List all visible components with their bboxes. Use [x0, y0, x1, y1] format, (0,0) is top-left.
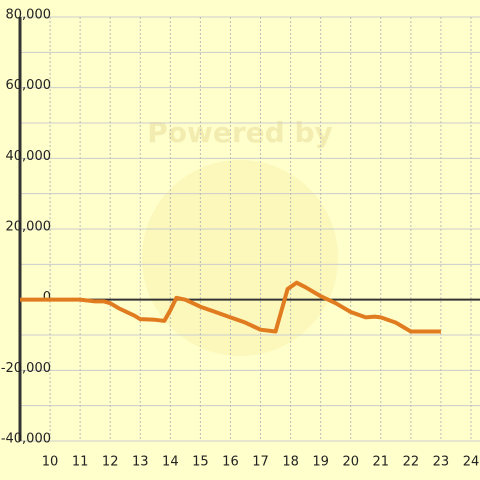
y-tick-label: 80,000 — [6, 8, 52, 23]
x-tick-label: 17 — [252, 455, 269, 470]
x-tick-label: 20 — [342, 455, 359, 470]
x-tick-label: 19 — [312, 455, 329, 470]
x-tick-label: 22 — [403, 455, 420, 470]
x-tick-label: 12 — [102, 455, 119, 470]
x-tick-label: 15 — [192, 455, 209, 470]
y-tick-label: -40,000 — [1, 432, 51, 447]
watermark-logo — [142, 160, 338, 356]
x-tick-label: 24 — [463, 455, 480, 470]
x-tick-label: 10 — [42, 455, 59, 470]
x-tick-label: 23 — [433, 455, 450, 470]
x-tick-label: 13 — [132, 455, 149, 470]
x-tick-label: 14 — [162, 455, 179, 470]
line-series — [20, 280, 441, 334]
y-tick-label: -20,000 — [1, 361, 51, 376]
x-tick-label: 11 — [72, 455, 89, 470]
x-tick-label: 18 — [282, 455, 299, 470]
y-tick-label: 40,000 — [6, 149, 52, 164]
y-tick-label: 20,000 — [6, 220, 52, 235]
y-tick-label: 60,000 — [6, 78, 52, 93]
x-tick-label: 16 — [222, 455, 239, 470]
watermark: Powered by — [147, 116, 333, 149]
x-tick-label: 21 — [373, 455, 390, 470]
